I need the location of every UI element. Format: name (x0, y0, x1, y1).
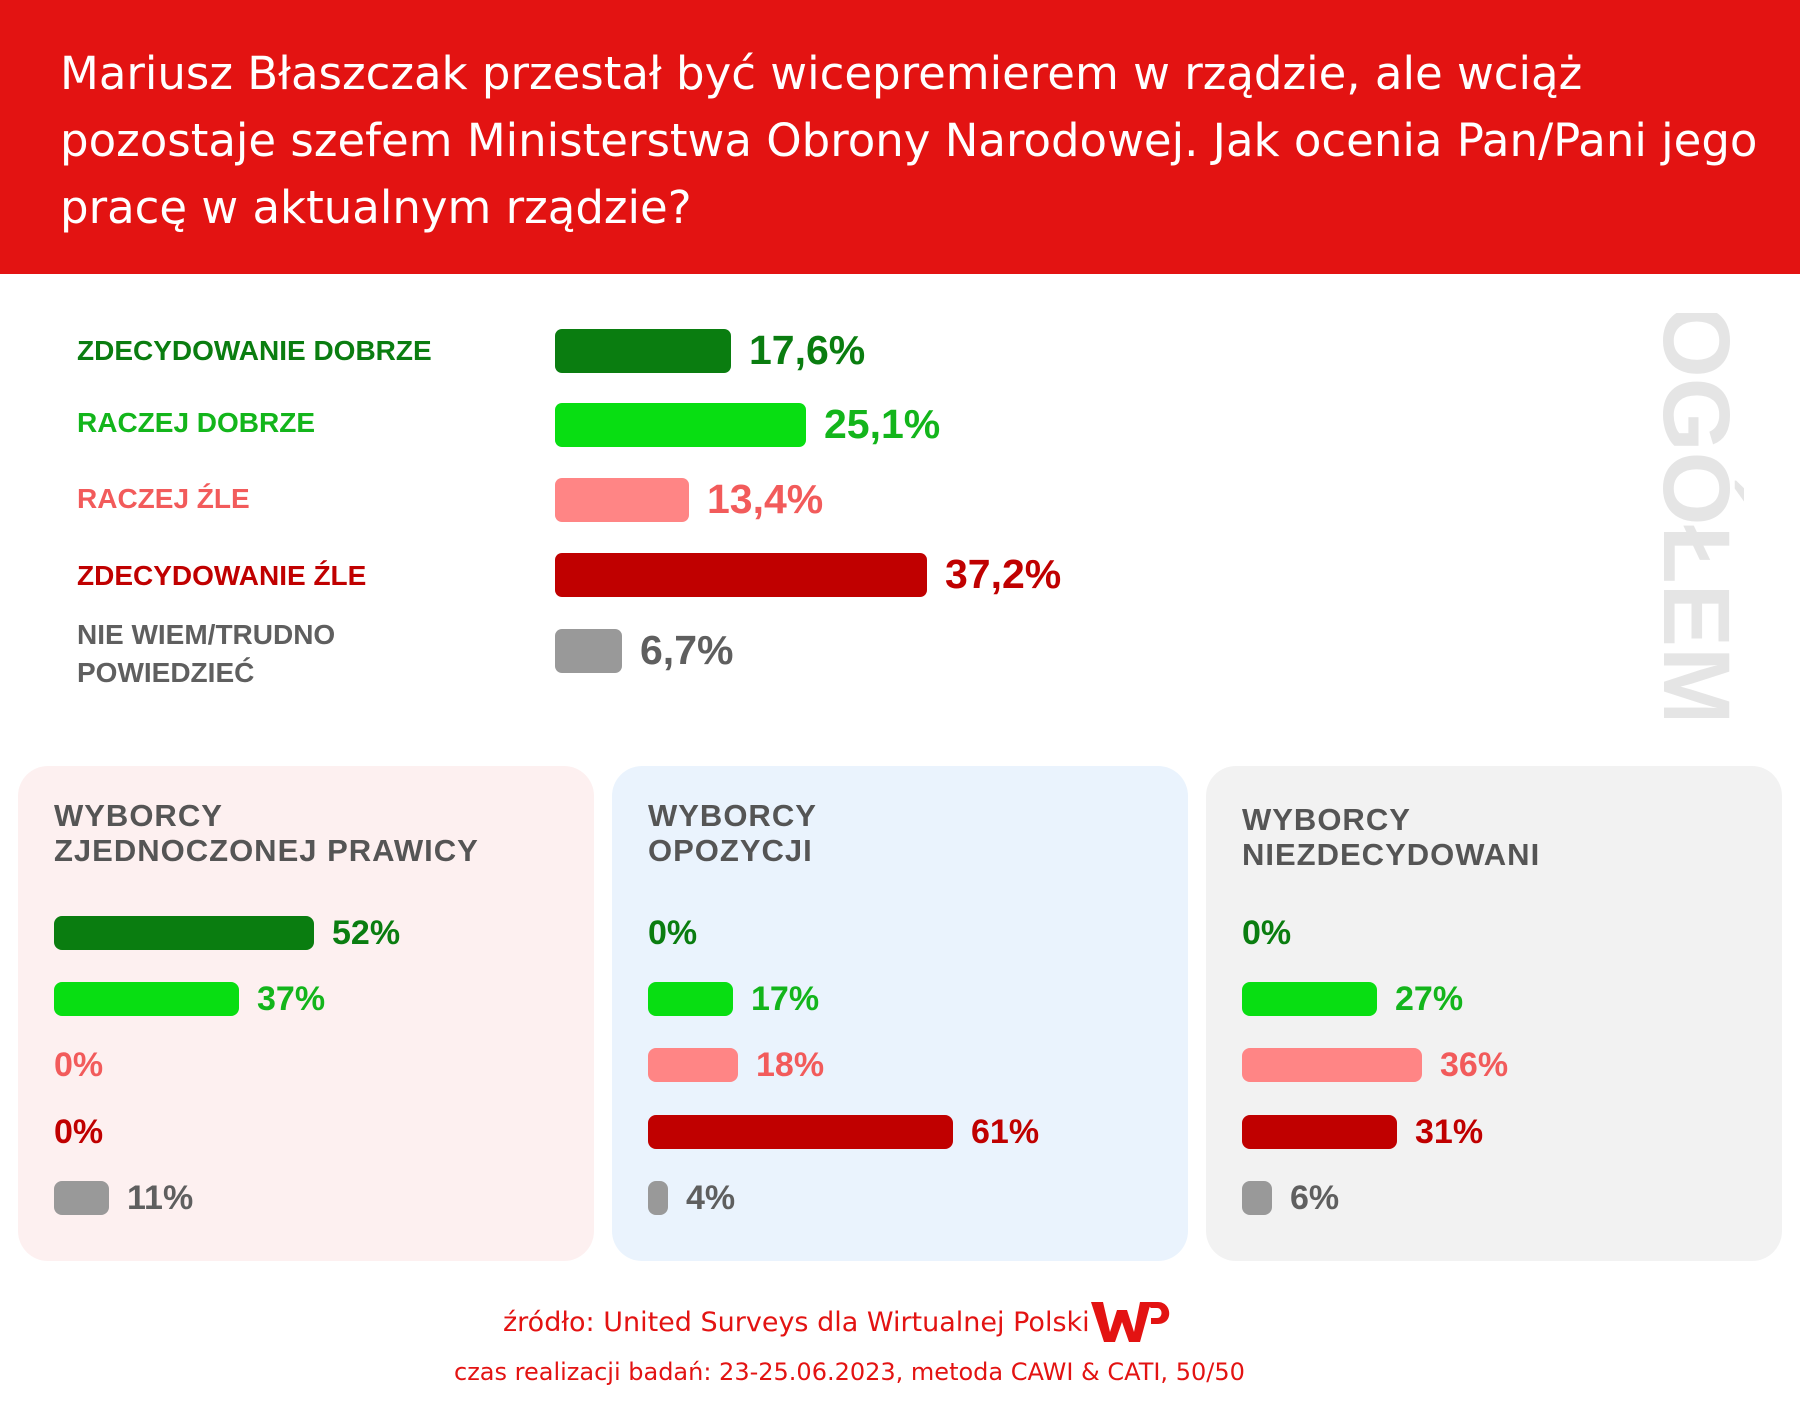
panel-title-line-2: OPOZYCJI (648, 833, 813, 868)
footer-details: czas realizacji badań: 23-25.06.2023, me… (454, 1358, 1245, 1386)
main-chart: ZDECYDOWANIE DOBRZE 17,6% RACZEJ DOBRZE 25,… (0, 300, 1800, 720)
panel-title-opozycja: WYBORCY OPOZYCJI (648, 798, 1168, 868)
value-label-raczej-dobrze: 17% (751, 980, 820, 1018)
value-label-nie-wiem-trudno-powiedziec: 6,7% (640, 627, 734, 673)
legend-label-zdecydowanie-zle: ZDECYDOWANIE ŹLE (77, 560, 367, 591)
bar-nie-wiem-trudno-powiedziec (648, 1181, 668, 1215)
panel-title-zjednoczona-prawica: WYBORCY ZJEDNOCZONEJ PRAWICY (54, 798, 574, 868)
value-label-zdecydowanie-dobrze: 0% (1242, 914, 1292, 952)
value-label-zdecydowanie-dobrze: 52% (332, 914, 401, 952)
bar-raczej-zle (555, 478, 689, 522)
panel-opozycja: WYBORCY OPOZYCJI 0% 17% 18% 61% 4% (612, 766, 1188, 1261)
value-label-zdecydowanie-zle: 31% (1415, 1113, 1484, 1151)
value-label-raczej-dobrze: 25,1% (824, 401, 941, 447)
bar-zdecydowanie-zle (555, 553, 927, 597)
bar-nie-wiem-trudno-powiedziec (1242, 1181, 1272, 1215)
bar-nie-wiem-trudno-powiedziec (54, 1181, 109, 1215)
side-label-text: OGÓŁEM (1643, 313, 1744, 718)
side-label-svg: OGÓŁEM (1643, 304, 1749, 726)
legend-label-raczej-zle: RACZEJ ŹLE (77, 483, 250, 514)
value-label-zdecydowanie-zle: 0% (54, 1113, 104, 1151)
bar-zdecydowanie-dobrze (54, 916, 314, 950)
panel-zjednoczona-prawica: WYBORCY ZJEDNOCZONEJ PRAWICY 52% 37% 0% 0% 1… (18, 766, 594, 1261)
bar-raczej-zle (648, 1048, 738, 1082)
panel-title-niezdecydowani: WYBORCY NIEZDECYDOWANI (1242, 802, 1762, 872)
panel-title-line-2: NIEZDECYDOWANI (1242, 837, 1541, 872)
legend-label-nie-wiem-trudno-powiedziec: NIE WIEM/TRUDNO POWIEDZIEĆ (77, 619, 336, 688)
bar-raczej-dobrze (648, 982, 733, 1016)
footer-source: źródło: United Surveys dla Wirtualnej Po… (503, 1307, 1090, 1338)
value-label-zdecydowanie-dobrze: 0% (648, 914, 698, 952)
panel-title-line-1: WYBORCY (54, 798, 223, 833)
panel-title-line-2: ZJEDNOCZONEJ PRAWICY (54, 833, 479, 868)
bar-raczej-dobrze (555, 403, 806, 447)
bar-zdecydowanie-dobrze (555, 329, 731, 373)
wp-logo (1091, 1302, 1170, 1342)
value-label-raczej-dobrze: 27% (1395, 980, 1464, 1018)
bar-raczej-zle (1242, 1048, 1422, 1082)
value-label-zdecydowanie-zle: 37,2% (945, 551, 1062, 597)
header-banner: Mariusz Błaszczak przestał być wicepremi… (0, 0, 1800, 274)
bar-zdecydowanie-zle (648, 1115, 953, 1149)
value-label-nie-wiem-trudno-powiedziec: 4% (686, 1179, 736, 1217)
legend-label-zdecydowanie-dobrze: ZDECYDOWANIE DOBRZE (77, 335, 432, 366)
value-label-nie-wiem-trudno-powiedziec: 6% (1290, 1179, 1340, 1217)
bar-nie-wiem-trudno-powiedziec (555, 629, 622, 673)
bar-zdecydowanie-zle (1242, 1115, 1397, 1149)
value-label-raczej-zle: 18% (756, 1046, 825, 1084)
value-label-nie-wiem-trudno-powiedziec: 11% (127, 1179, 194, 1217)
page-title: Mariusz Błaszczak przestał być wicepremi… (60, 47, 1758, 234)
value-label-raczej-zle: 36% (1440, 1046, 1509, 1084)
value-label-raczej-zle: 0% (54, 1046, 104, 1084)
value-label-zdecydowanie-dobrze: 17,6% (749, 327, 866, 373)
panel-title-line-1: WYBORCY (1242, 802, 1411, 837)
bar-raczej-dobrze (1242, 982, 1377, 1016)
side-label: OGÓŁEM (1634, 304, 1749, 726)
panel-niezdecydowani: WYBORCY NIEZDECYDOWANI 0% 27% 36% 31% 6% (1206, 766, 1782, 1261)
value-label-raczej-dobrze: 37% (257, 980, 326, 1018)
panel-title-line-1: WYBORCY (648, 798, 817, 833)
legend-label-raczej-dobrze: RACZEJ DOBRZE (77, 407, 316, 438)
value-label-raczej-zle: 13,4% (707, 476, 824, 522)
bar-raczej-dobrze (54, 982, 239, 1016)
value-label-zdecydowanie-zle: 61% (971, 1113, 1040, 1151)
